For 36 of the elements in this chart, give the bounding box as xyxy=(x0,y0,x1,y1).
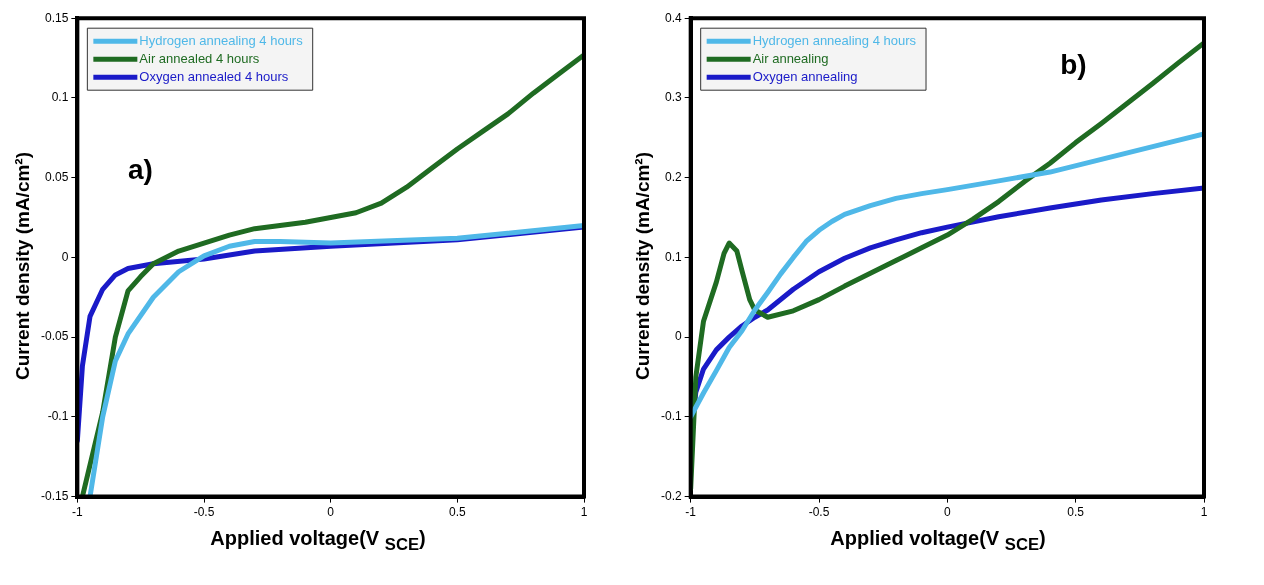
x-axis-title: Applied voltage(V $_{SCE}$) xyxy=(829,527,1046,555)
annotation: a) xyxy=(128,154,153,186)
y-tick-label: -0.1 xyxy=(47,409,69,424)
x-tick-label: -0.5 xyxy=(193,505,215,520)
legend-label: Air annealed 4 hours xyxy=(139,50,260,66)
legend-label: Oxygen annealed 4 hours xyxy=(139,68,289,84)
y-tick-label: 0 xyxy=(674,329,682,344)
x-tick-label: -1 xyxy=(685,505,697,520)
x-tick-label: 0.5 xyxy=(448,505,466,520)
y-tick-label: -0.15 xyxy=(40,488,69,503)
x-tick-label: 1 xyxy=(1200,505,1208,520)
y-tick-label: -0.1 xyxy=(660,409,682,424)
y-axis-title: Current density (mA/cm²) xyxy=(12,151,34,380)
x-tick-label: 1 xyxy=(580,505,588,520)
x-tick-label: -0.5 xyxy=(808,505,830,520)
x-tick-label: 0 xyxy=(944,505,951,520)
y-tick-label: 0.2 xyxy=(664,169,682,184)
y-tick-label: 0.1 xyxy=(51,90,69,105)
y-tick-label: -0.2 xyxy=(660,488,682,503)
y-tick-label: 0.3 xyxy=(664,90,682,105)
annotation: b) xyxy=(1060,48,1087,80)
y-tick-label: 0.4 xyxy=(664,10,682,25)
y-tick-label: 0 xyxy=(61,249,69,264)
y-axis-title: Current density (mA/cm²) xyxy=(632,151,654,380)
x-tick-label: 0 xyxy=(327,505,335,520)
x-tick-label: 0.5 xyxy=(1067,505,1085,520)
legend-label: Oxygen annealing xyxy=(752,68,858,84)
x-axis-title: Applied voltage(V $_{SCE}$) xyxy=(209,527,426,555)
legend-label: Air annealing xyxy=(752,50,829,66)
y-tick-label: -0.05 xyxy=(40,329,69,344)
y-tick-label: 0.15 xyxy=(44,10,69,25)
y-tick-label: 0.1 xyxy=(664,249,682,264)
x-tick-label: -1 xyxy=(72,505,84,520)
y-tick-label: 0.05 xyxy=(44,169,69,184)
legend-label: Hydrogen annealing 4 hours xyxy=(139,32,304,48)
legend-label: Hydrogen annealing 4 hours xyxy=(752,32,917,48)
